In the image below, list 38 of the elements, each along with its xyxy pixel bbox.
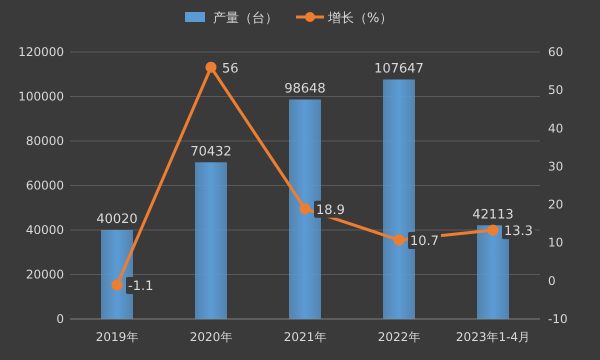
point xyxy=(394,234,404,246)
data-label: 56 xyxy=(222,61,239,76)
data-label: 107647 xyxy=(374,61,424,76)
x-tick-label: 2019年 xyxy=(96,330,138,344)
x-tick-label: 2020年 xyxy=(190,330,232,344)
data-label: 13.3 xyxy=(504,224,533,240)
data-label: 10.7 xyxy=(410,234,439,250)
data-label: 40020 xyxy=(96,212,138,227)
y2-tick-label: -10 xyxy=(548,312,568,326)
data-label: 42113 xyxy=(472,207,514,222)
data-label: 18.9 xyxy=(316,202,345,218)
y2-tick-label: 10 xyxy=(548,236,564,250)
y-tick-label: 0 xyxy=(56,312,64,326)
data-label: -1.1 xyxy=(128,279,154,294)
y2-tick-label: 20 xyxy=(548,198,564,212)
y2-tick-label: 40 xyxy=(548,121,564,136)
point xyxy=(206,62,216,73)
y-tick-label: 80000 xyxy=(26,134,64,148)
y2-tick-label: 60 xyxy=(548,45,564,59)
point xyxy=(488,224,498,236)
y-tick-label: 40000 xyxy=(26,223,64,237)
y2-tick-label: 50 xyxy=(548,83,564,98)
y-tick-label: 60000 xyxy=(26,178,64,192)
y2-tick-label: 30 xyxy=(548,159,564,174)
y2-tick-label: 0 xyxy=(548,274,556,288)
y-tick-label: 120000 xyxy=(18,45,64,59)
bar xyxy=(195,162,227,319)
point xyxy=(112,280,122,291)
x-tick-label: 2022年 xyxy=(378,330,420,344)
data-label: 70432 xyxy=(190,144,232,160)
legend-label: 产量（台） xyxy=(213,11,278,26)
point xyxy=(300,203,310,214)
y-tick-label: 100000 xyxy=(18,90,64,104)
data-label: 98648 xyxy=(284,82,326,97)
x-tick-label: 2021年 xyxy=(284,330,326,344)
x-tick-label: 2023年1-4月 xyxy=(456,330,530,344)
y-tick-label: 20000 xyxy=(26,268,64,282)
legend-label: 增长（%） xyxy=(327,11,392,26)
